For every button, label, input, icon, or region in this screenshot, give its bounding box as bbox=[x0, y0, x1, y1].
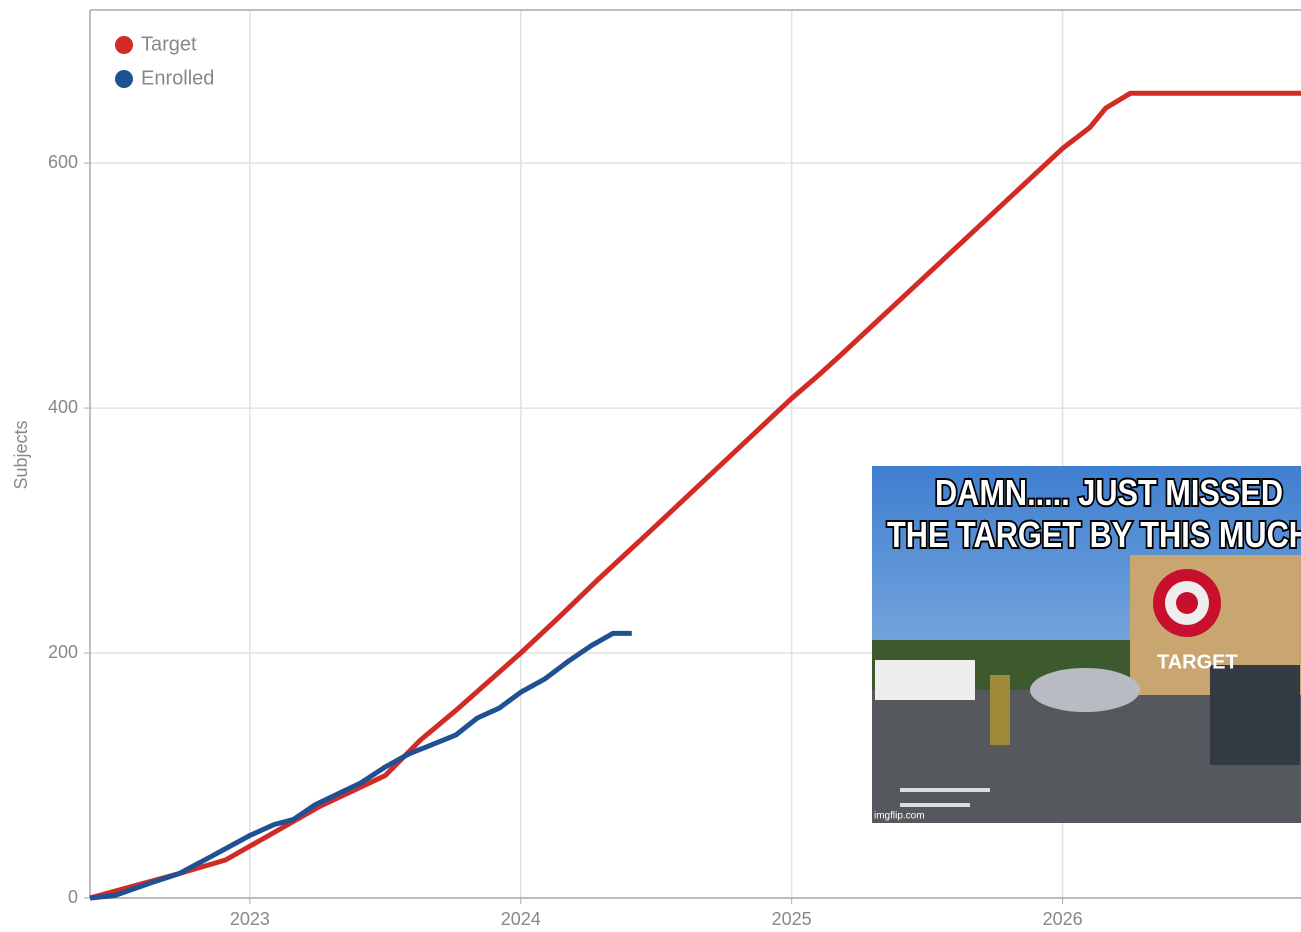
firefighter bbox=[990, 675, 1010, 745]
x-tick-label: 2024 bbox=[501, 909, 541, 929]
police-car bbox=[875, 660, 975, 700]
legend-marker bbox=[115, 36, 133, 54]
chart: Subjects 0 200 400 600 2023 2024 2025 2026 Targe… bbox=[0, 0, 1301, 932]
overturned-car bbox=[1030, 668, 1140, 712]
y-tick-label: 400 bbox=[48, 397, 78, 417]
watermark: imgflip.com bbox=[874, 811, 925, 822]
target-logo-dot bbox=[1176, 592, 1198, 614]
meme-image: TARGET DAMN..... JUST MISSED THE TARGET … bbox=[872, 466, 1301, 823]
y-axis-label: Subjects bbox=[11, 420, 31, 489]
x-tick-label: 2023 bbox=[230, 909, 270, 929]
legend-marker bbox=[115, 70, 133, 88]
page: {"chart_data": {"type": "line", "y_label… bbox=[0, 0, 1301, 932]
legend-label: Enrolled bbox=[141, 67, 214, 89]
y-tick-label: 600 bbox=[48, 152, 78, 172]
y-tick-label: 200 bbox=[48, 642, 78, 662]
x-tick-label: 2025 bbox=[772, 909, 812, 929]
crowd bbox=[1210, 665, 1300, 765]
store-sign: TARGET bbox=[1157, 651, 1238, 673]
meme-caption: DAMN..... JUST MISSED bbox=[935, 472, 1283, 513]
legend-label: Target bbox=[141, 33, 197, 55]
y-tick-label: 0 bbox=[68, 887, 78, 907]
meme-caption: THE TARGET BY THIS MUCH bbox=[887, 514, 1301, 555]
series-line bbox=[90, 633, 632, 898]
x-tick-label: 2026 bbox=[1043, 909, 1083, 929]
